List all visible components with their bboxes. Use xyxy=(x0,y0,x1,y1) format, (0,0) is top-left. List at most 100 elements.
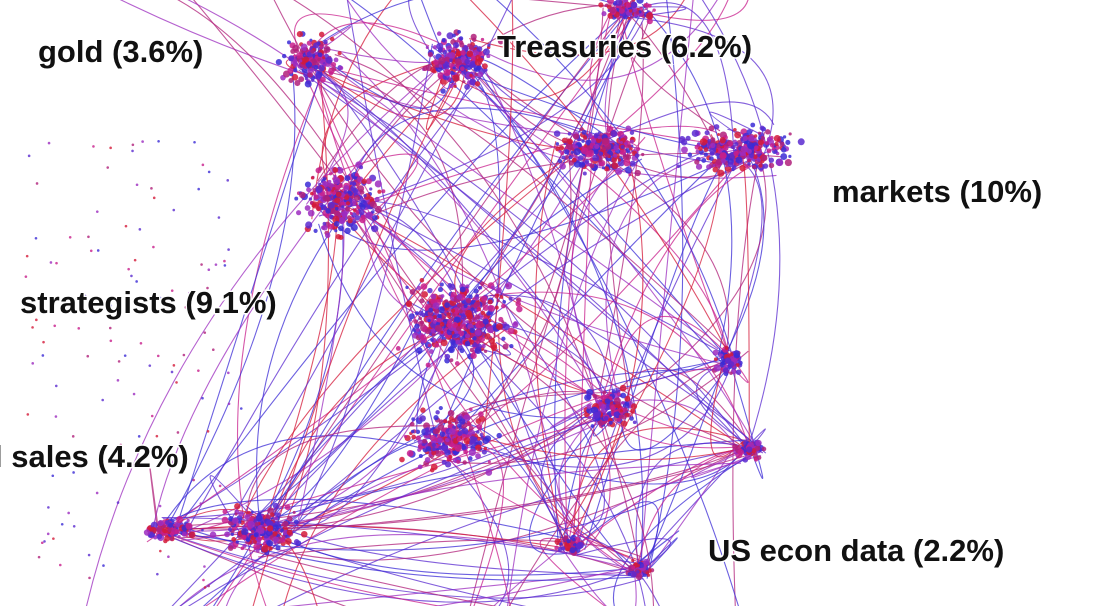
node-dot xyxy=(598,151,603,156)
node-dot xyxy=(294,196,299,201)
node-dot xyxy=(293,68,298,73)
node-dot xyxy=(304,205,311,211)
node-dot xyxy=(488,319,492,323)
node-dot xyxy=(437,306,445,314)
node-dot xyxy=(436,317,442,323)
node-dot xyxy=(567,131,572,136)
node-dot xyxy=(287,516,293,522)
node-dot xyxy=(314,51,318,56)
node-dot xyxy=(349,211,353,216)
node-dot xyxy=(411,417,415,421)
node-dot xyxy=(132,392,136,396)
node-dot xyxy=(608,396,613,401)
edge xyxy=(434,565,635,606)
node-dot xyxy=(619,384,627,392)
node-dot xyxy=(631,558,635,563)
node-dot xyxy=(280,537,286,543)
node-dot xyxy=(478,285,483,290)
node-dot xyxy=(68,235,72,239)
node-dot xyxy=(446,32,454,40)
node-dot xyxy=(727,141,733,147)
node-dot xyxy=(467,456,473,461)
node-dot xyxy=(566,547,570,552)
node-dot xyxy=(430,463,438,471)
node-dot xyxy=(405,300,413,308)
node-dot xyxy=(611,156,618,163)
node-dot xyxy=(35,182,39,185)
edge xyxy=(570,149,633,413)
node-dot xyxy=(632,420,637,425)
node-dot xyxy=(483,349,488,354)
node-dot xyxy=(317,57,321,62)
edge xyxy=(476,67,739,606)
node-dot xyxy=(239,407,243,410)
node-dot xyxy=(436,31,442,36)
edge xyxy=(321,62,437,196)
node-dot xyxy=(40,541,44,545)
node-dot xyxy=(335,234,342,240)
node-dot xyxy=(434,450,442,457)
node-dot xyxy=(309,38,313,42)
node-dot xyxy=(737,448,744,456)
node-dot xyxy=(499,295,504,299)
node-dot xyxy=(480,435,484,439)
node-dot xyxy=(447,283,453,288)
node-dot xyxy=(727,161,734,168)
node-dot xyxy=(570,154,575,158)
node-dot xyxy=(472,321,476,326)
edge xyxy=(334,54,736,357)
node-dot xyxy=(318,64,325,72)
node-dot xyxy=(685,135,691,141)
node-dot xyxy=(327,179,332,184)
edge xyxy=(742,157,750,449)
node-dot xyxy=(316,206,322,212)
node-dot xyxy=(302,47,307,52)
node-dot xyxy=(733,350,740,357)
node-dot xyxy=(322,177,327,181)
node-dot xyxy=(553,130,561,137)
node-dot xyxy=(41,354,45,357)
edge xyxy=(559,545,637,606)
node-dot xyxy=(509,343,514,349)
node-dot xyxy=(77,327,81,330)
node-dot xyxy=(494,293,500,298)
node-dot xyxy=(235,540,239,544)
node-dot xyxy=(420,283,428,290)
node-dot xyxy=(746,148,752,154)
node-dot xyxy=(623,0,629,3)
node-dot xyxy=(652,8,656,12)
node-dot xyxy=(628,9,633,13)
node-dot xyxy=(601,137,610,145)
node-dot xyxy=(124,224,128,228)
node-dot xyxy=(559,162,566,170)
node-dot xyxy=(469,327,476,334)
node-dot xyxy=(629,416,634,421)
node-dot xyxy=(443,69,451,77)
node-dot xyxy=(361,178,367,185)
edge xyxy=(151,54,450,535)
node-dot xyxy=(747,161,751,166)
node-dot xyxy=(399,456,405,463)
node-dot xyxy=(214,263,218,266)
node-dot xyxy=(613,153,618,158)
node-dot xyxy=(478,411,484,417)
node-dot xyxy=(699,138,708,146)
node-dot xyxy=(72,471,75,474)
node-dot xyxy=(464,333,471,339)
node-dot xyxy=(495,287,502,294)
node-dot xyxy=(419,298,425,304)
node-dot xyxy=(323,39,328,45)
node-dot xyxy=(460,50,466,56)
node-dot xyxy=(698,146,703,151)
edge xyxy=(226,439,750,534)
node-dot xyxy=(332,167,339,173)
node-dot xyxy=(555,146,561,152)
node-dot xyxy=(483,446,488,451)
node-dot xyxy=(565,535,569,540)
node-dot xyxy=(482,437,490,444)
node-dot xyxy=(625,166,632,174)
node-dot xyxy=(184,306,188,309)
node-dot xyxy=(629,130,635,135)
node-dot xyxy=(158,504,162,508)
node-dot xyxy=(327,201,335,209)
